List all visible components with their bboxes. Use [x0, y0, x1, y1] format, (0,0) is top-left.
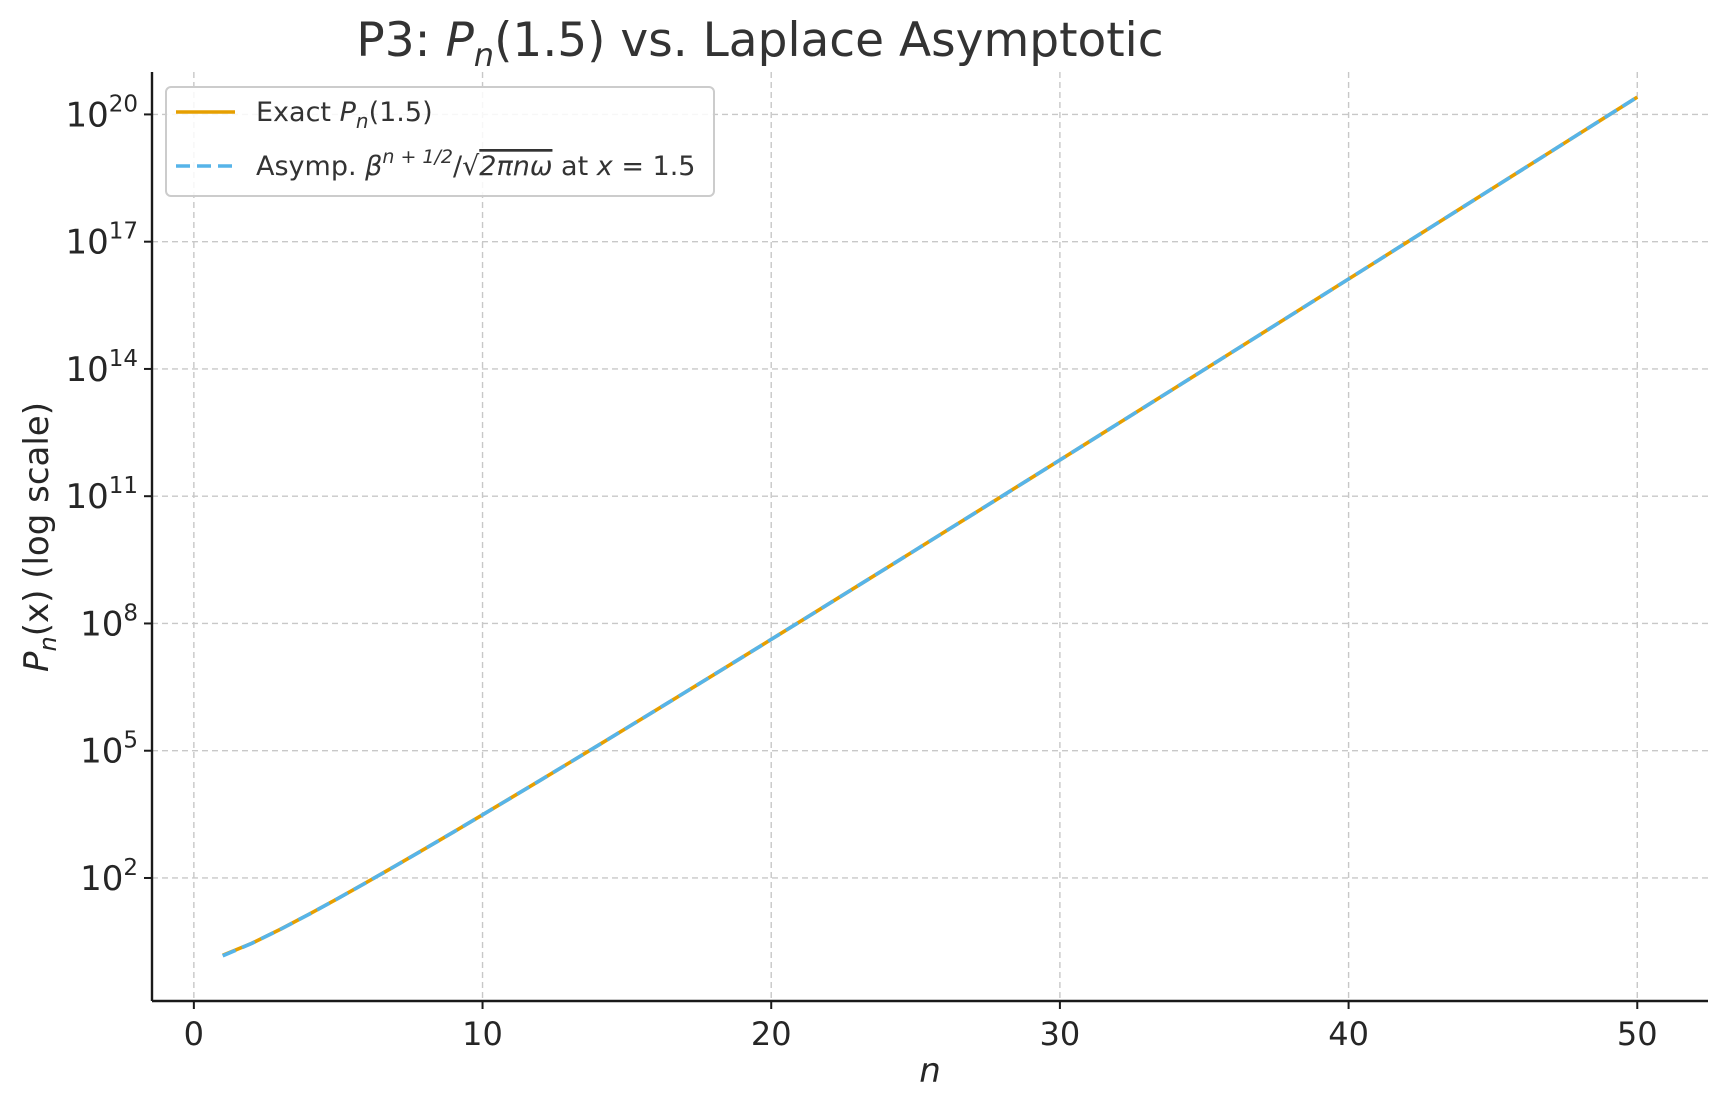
x-axis-label: n — [919, 1051, 941, 1091]
series-line-asymptotic — [222, 95, 1639, 958]
y-axis-label: Pn(x) (log scale) — [17, 402, 62, 672]
series-layer — [222, 95, 1639, 958]
y-tick-label: 1017 — [65, 219, 138, 263]
y-tick-label: 102 — [80, 855, 138, 899]
legend: Exact Pn(1.5) Asymp. βn + 1/2/√2πnω at x … — [165, 86, 715, 197]
chart-title: P3: Pn(1.5) vs. Laplace Asymptotic — [356, 13, 1163, 74]
legend-label-exact: Exact Pn(1.5) — [256, 97, 433, 133]
x-tick-label: 30 — [1040, 1015, 1081, 1053]
x-tick-label: 40 — [1328, 1015, 1369, 1053]
x-tick-label: 20 — [751, 1015, 792, 1053]
y-tick-label: 105 — [80, 728, 138, 772]
x-tick-label: 50 — [1617, 1015, 1658, 1053]
x-tick-label: 10 — [462, 1015, 503, 1053]
y-tick-label: 1020 — [65, 91, 138, 135]
grid-layer — [152, 72, 1708, 1001]
y-tick-label: 1014 — [65, 346, 138, 390]
legend-label-asymptotic: Asymp. βn + 1/2/√2πnω at x = 1.5 — [256, 146, 695, 182]
y-tick-label: 108 — [80, 600, 138, 644]
legend-box — [165, 86, 715, 197]
x-tick-label: 0 — [184, 1015, 204, 1053]
axes-spines — [150, 72, 1708, 1003]
y-tick-label: 1011 — [65, 473, 138, 517]
series-line-exact — [222, 95, 1639, 958]
